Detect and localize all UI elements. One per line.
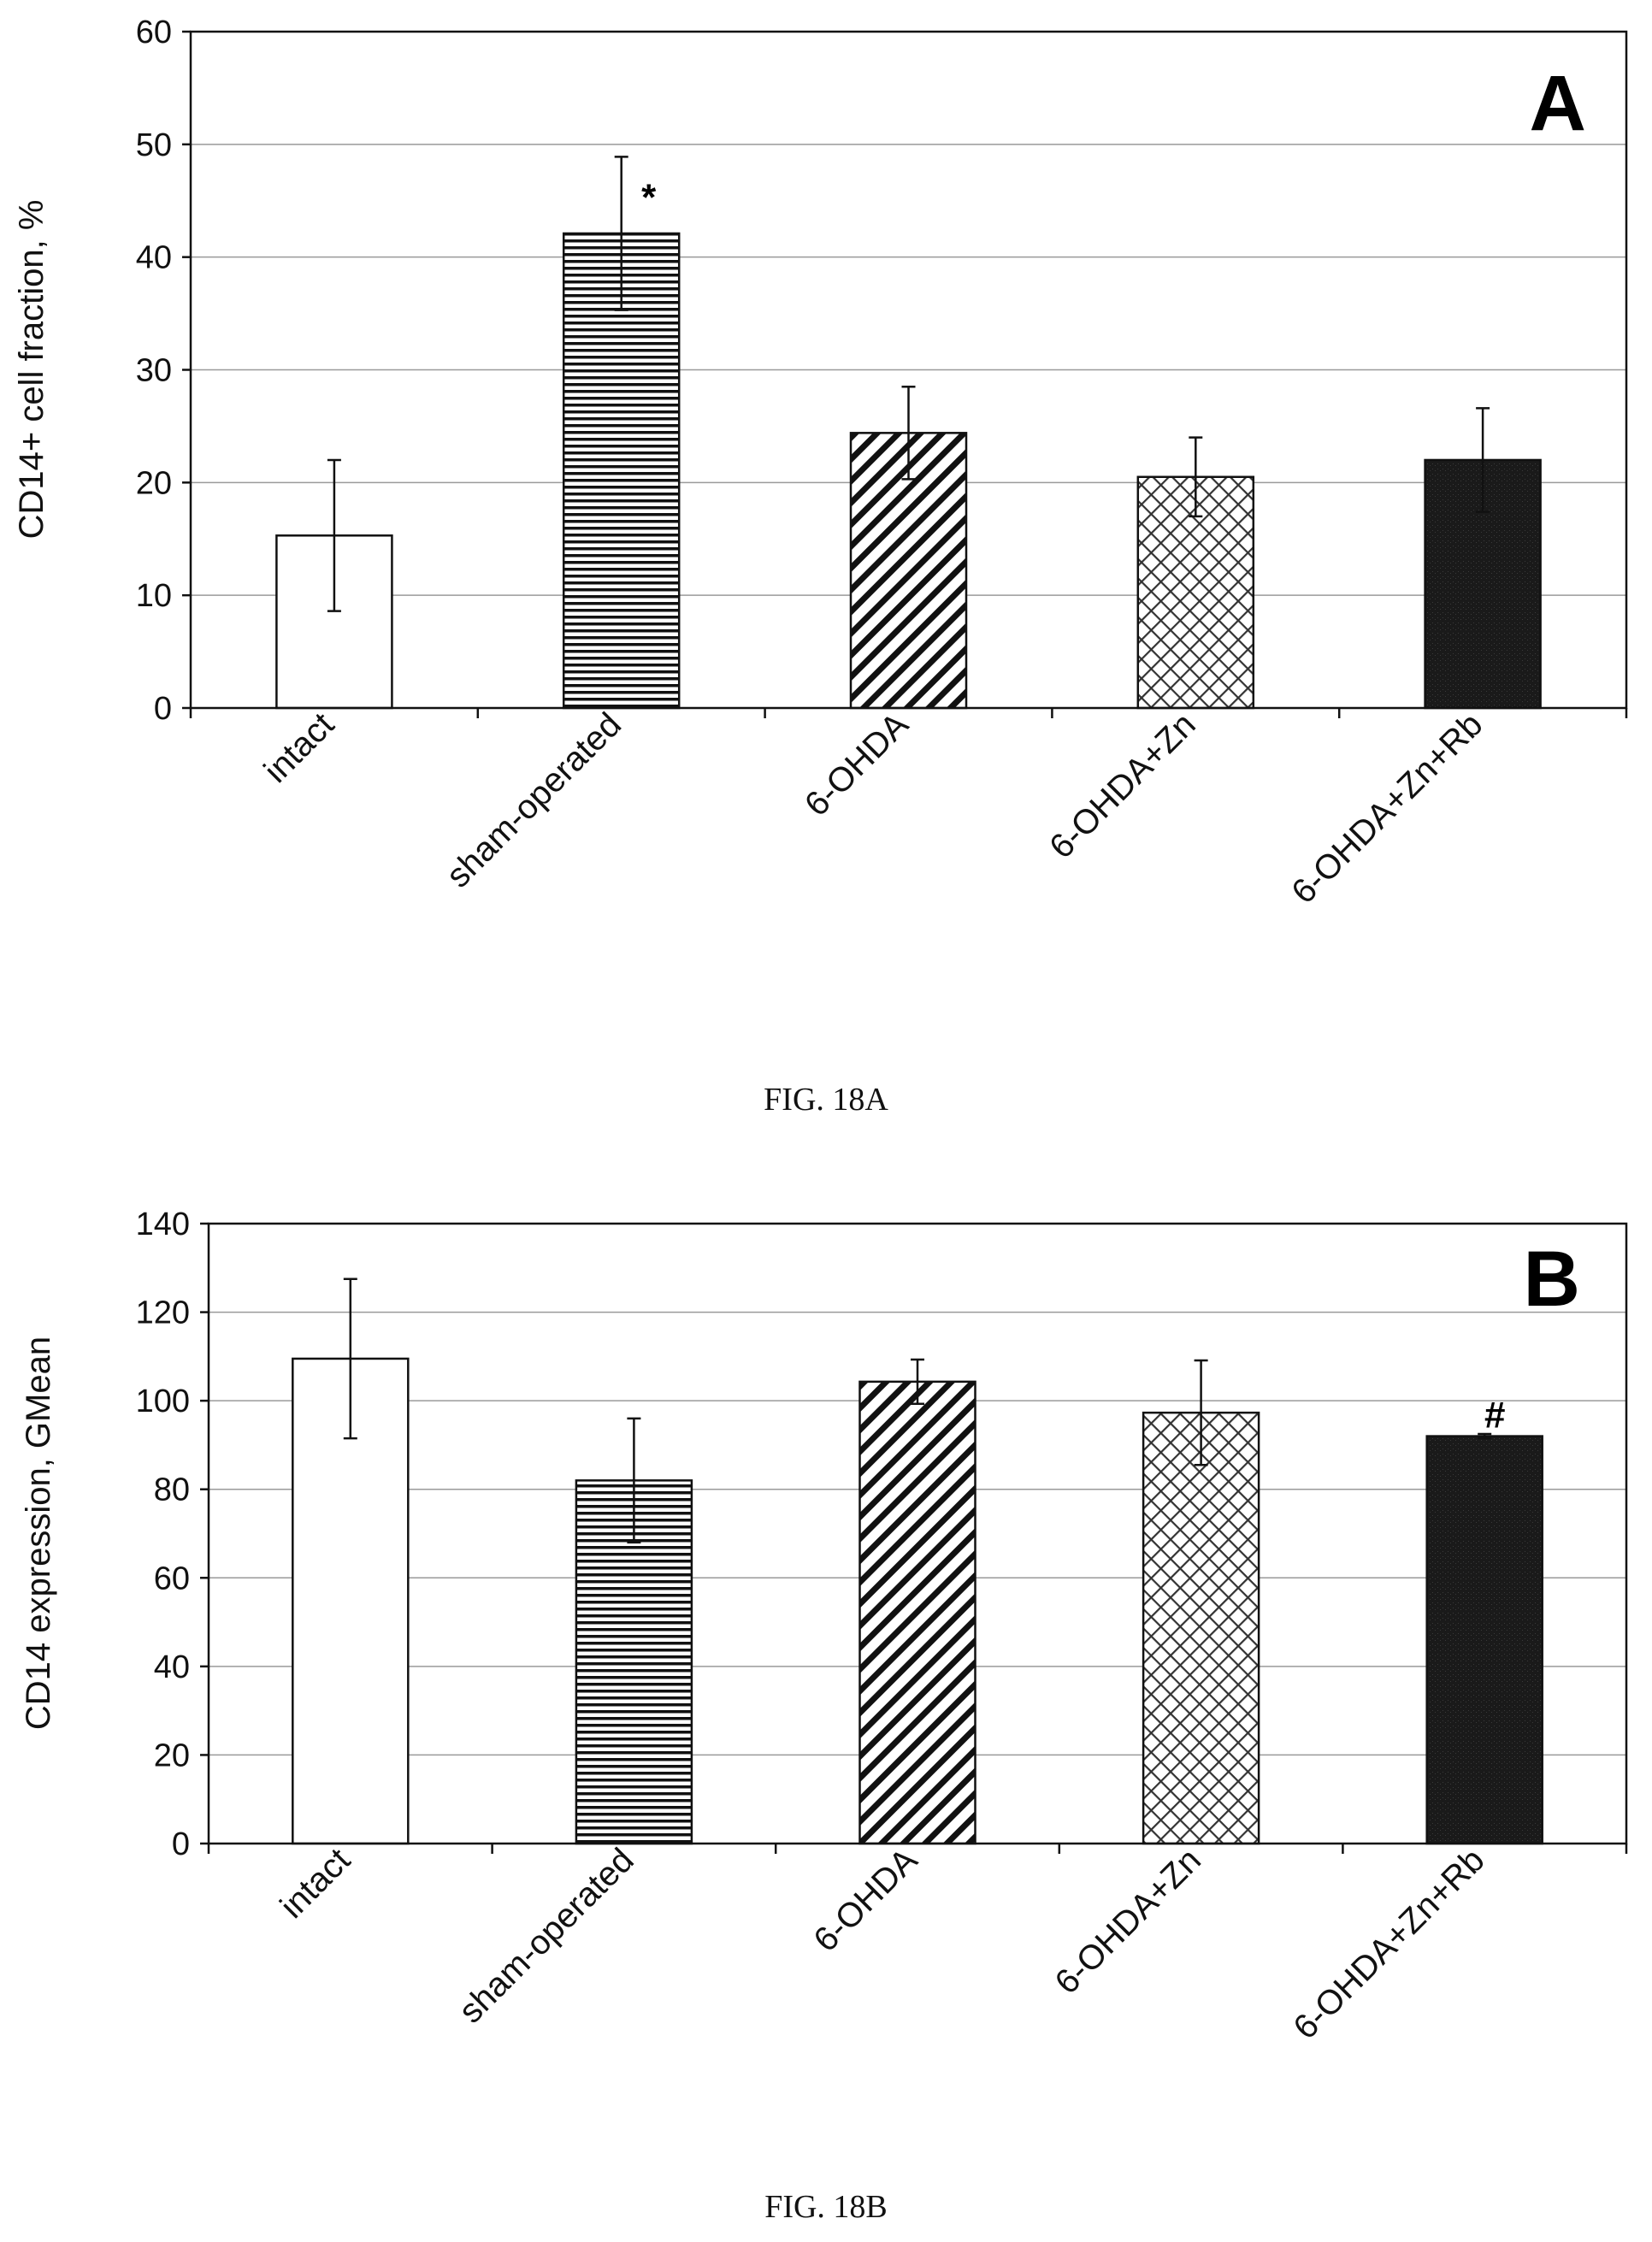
category-label: 6-OHDA	[798, 705, 916, 823]
y-tick-label: 20	[136, 465, 172, 501]
significance-mark-b: #	[1484, 1395, 1505, 1437]
gridlines-a	[191, 144, 1626, 596]
y-tick-label: 50	[136, 127, 172, 163]
x-ticks-a	[189, 708, 1628, 718]
y-axis-label-b: CD14 expression, GMean	[20, 1336, 57, 1730]
panel-label-a: A	[1530, 60, 1586, 147]
y-ticks-b: 0 20 40 60 80 100 120 140	[136, 1207, 209, 1862]
y-ticks-a: 0 10 20 30 40 50 60	[136, 15, 191, 727]
y-axis-label-a: CD14+ cell fraction, %	[13, 200, 50, 540]
error-bar	[1194, 1359, 1208, 1466]
category-label: sham-operated	[451, 1841, 640, 2030]
error-bar	[901, 386, 916, 481]
chart-panel-a: 0 10 20 30 40 50 60 intact sham-operated 6-OHDA 6…	[13, 15, 1628, 1118]
y-tick-label: 140	[136, 1207, 190, 1242]
y-tick-label: 30	[136, 353, 172, 389]
category-label: 6-OHDA+Zn+Rb	[1286, 1841, 1491, 2046]
y-tick-label: 100	[136, 1384, 190, 1419]
figure-caption-b: FIG. 18B	[764, 2189, 888, 2225]
error-bar	[1189, 436, 1203, 518]
chart-panel-b: 0 20 40 60 80 100 120 140 intact sham-operated 6-…	[20, 1207, 1628, 2225]
bars-a	[275, 232, 1542, 710]
category-label: intact	[273, 1841, 357, 1926]
y-tick-label: 60	[136, 15, 172, 50]
category-label: intact	[257, 705, 342, 790]
y-tick-label: 20	[154, 1738, 190, 1773]
bars-b	[292, 1357, 1543, 1845]
panel-label-b: B	[1524, 1236, 1580, 1323]
error-bars-a	[327, 156, 1490, 612]
category-label: 6-OHDA+Zn+Rb	[1284, 705, 1490, 911]
y-tick-label: 10	[136, 578, 172, 614]
category-labels-b: intact sham-operated 6-OHDA 6-OHDA+Zn 6-OHDA…	[273, 1841, 1491, 2046]
error-bar	[911, 1358, 924, 1406]
bar-6-ohda-zn	[1142, 1411, 1260, 1845]
y-tick-label: 80	[154, 1472, 190, 1508]
bar-6-ohda-zn-rb	[1425, 1435, 1543, 1845]
y-tick-label: 0	[172, 1826, 190, 1862]
error-bar	[1478, 1432, 1492, 1440]
category-label: 6-OHDA	[806, 1841, 924, 1959]
error-bar	[1476, 407, 1490, 513]
error-bar	[627, 1417, 641, 1544]
category-labels-a: intact sham-operated 6-OHDA 6-OHDA+Zn 6-OHDA…	[257, 705, 1490, 911]
error-bars-b	[343, 1277, 1492, 1544]
category-label: 6-OHDA+Zn	[1042, 705, 1203, 866]
significance-mark-a: *	[641, 176, 657, 218]
error-bar	[327, 458, 341, 612]
bar-6-ohda	[858, 1380, 976, 1845]
y-tick-label: 40	[154, 1649, 190, 1685]
figure-caption-a: FIG. 18A	[764, 1082, 888, 1118]
y-tick-label: 0	[154, 691, 172, 727]
bar-intact	[292, 1357, 410, 1845]
plot-frame-b	[207, 1222, 1628, 1845]
y-tick-label: 60	[154, 1561, 190, 1596]
y-tick-label: 40	[136, 240, 172, 276]
category-label: 6-OHDA+Zn	[1047, 1841, 1208, 2002]
x-ticks-b	[207, 1844, 1628, 1854]
error-bar	[614, 156, 628, 311]
error-bar	[343, 1277, 357, 1440]
category-label: sham-operated	[440, 705, 628, 894]
y-tick-label: 120	[136, 1295, 190, 1331]
